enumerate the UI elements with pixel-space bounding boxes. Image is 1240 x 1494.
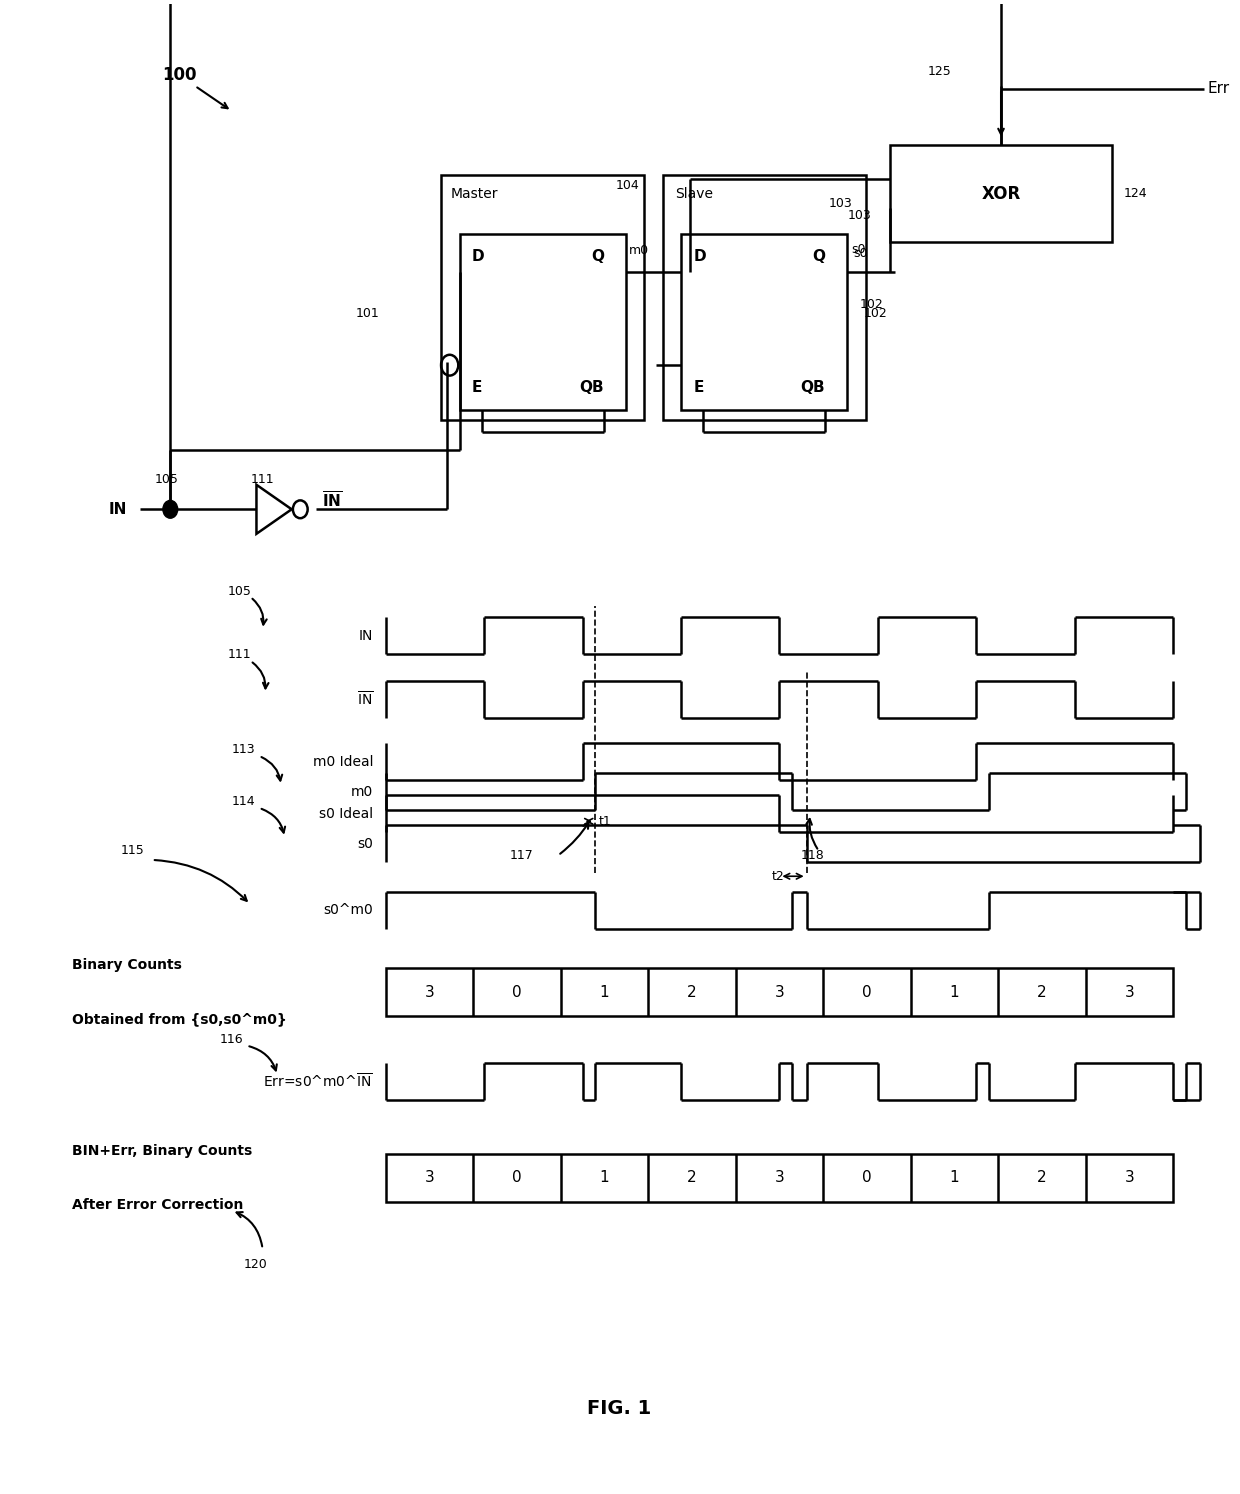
Text: E: E: [693, 379, 704, 394]
Text: Q: Q: [812, 249, 826, 264]
Text: 100: 100: [161, 66, 196, 85]
Text: D: D: [472, 249, 485, 264]
Text: 120: 120: [244, 1258, 268, 1270]
Text: QB: QB: [579, 379, 604, 394]
Text: 1: 1: [950, 985, 960, 999]
Text: 115: 115: [122, 844, 145, 858]
Bar: [662, 175, 866, 420]
Text: Slave: Slave: [675, 187, 713, 200]
Circle shape: [162, 500, 177, 518]
Text: 117: 117: [510, 849, 533, 862]
Text: t1: t1: [599, 814, 611, 828]
Text: Obtained from {s0,s0^m0}: Obtained from {s0,s0^m0}: [72, 1011, 286, 1026]
Text: 105: 105: [154, 474, 179, 486]
Text: 124: 124: [1125, 187, 1148, 200]
Text: Binary Counts: Binary Counts: [72, 958, 182, 973]
Text: s0^m0: s0^m0: [324, 904, 373, 917]
Text: 111: 111: [228, 648, 252, 662]
Text: 2: 2: [1037, 1170, 1047, 1185]
Text: 1: 1: [600, 985, 609, 999]
Text: s0: s0: [851, 244, 866, 255]
Text: 116: 116: [219, 1034, 243, 1046]
Text: 3: 3: [424, 1170, 434, 1185]
Text: 101: 101: [356, 306, 379, 320]
Bar: [386, 1153, 1173, 1203]
Text: t2: t2: [773, 870, 785, 883]
Text: 2: 2: [687, 1170, 697, 1185]
Text: s0: s0: [357, 837, 373, 850]
Text: 103: 103: [828, 197, 852, 209]
Text: 3: 3: [775, 1170, 785, 1185]
Text: 114: 114: [232, 795, 255, 808]
Text: Master: Master: [451, 187, 498, 200]
Text: IN: IN: [109, 502, 128, 517]
Text: After Error Correction: After Error Correction: [72, 1198, 243, 1212]
Text: $\overline{\mathrm{IN}}$: $\overline{\mathrm{IN}}$: [357, 690, 373, 708]
Bar: [890, 145, 1112, 242]
Bar: [386, 968, 1173, 1016]
Text: Q: Q: [591, 249, 604, 264]
Text: 113: 113: [232, 744, 255, 756]
Text: IN: IN: [360, 629, 373, 642]
Text: 1: 1: [950, 1170, 960, 1185]
Text: m0: m0: [351, 784, 373, 799]
Text: FIG. 1: FIG. 1: [588, 1398, 652, 1418]
Text: 102: 102: [863, 306, 887, 320]
Text: $\overline{\mathbf{IN}}$: $\overline{\mathbf{IN}}$: [322, 490, 342, 511]
Text: 102: 102: [859, 297, 883, 311]
Text: 3: 3: [1125, 985, 1135, 999]
Text: Err=s0^m0^$\overline{\mathrm{IN}}$: Err=s0^m0^$\overline{\mathrm{IN}}$: [263, 1073, 373, 1091]
Text: 2: 2: [1037, 985, 1047, 999]
Text: Err: Err: [1208, 81, 1230, 96]
Text: s0 Ideal: s0 Ideal: [319, 807, 373, 820]
Bar: [681, 235, 847, 409]
Text: 3: 3: [775, 985, 785, 999]
Text: 0: 0: [512, 985, 522, 999]
Text: D: D: [693, 249, 706, 264]
Text: m0 Ideal: m0 Ideal: [312, 754, 373, 769]
Text: XOR: XOR: [981, 185, 1021, 203]
Text: 3: 3: [424, 985, 434, 999]
Text: 125: 125: [928, 64, 951, 78]
Text: 118: 118: [800, 849, 825, 862]
Text: s0: s0: [853, 247, 868, 260]
Text: 103: 103: [847, 209, 870, 221]
Text: 1: 1: [600, 1170, 609, 1185]
Text: 0: 0: [862, 985, 872, 999]
Text: QB: QB: [800, 379, 825, 394]
Bar: [441, 175, 644, 420]
Text: 105: 105: [228, 584, 252, 598]
Text: 3: 3: [1125, 1170, 1135, 1185]
Text: E: E: [472, 379, 482, 394]
Text: 111: 111: [250, 474, 274, 486]
Bar: [460, 235, 626, 409]
Text: 0: 0: [862, 1170, 872, 1185]
Text: BIN+Err, Binary Counts: BIN+Err, Binary Counts: [72, 1144, 252, 1158]
Text: 104: 104: [616, 179, 640, 191]
Text: 2: 2: [687, 985, 697, 999]
Text: m0: m0: [630, 244, 650, 257]
Text: 0: 0: [512, 1170, 522, 1185]
